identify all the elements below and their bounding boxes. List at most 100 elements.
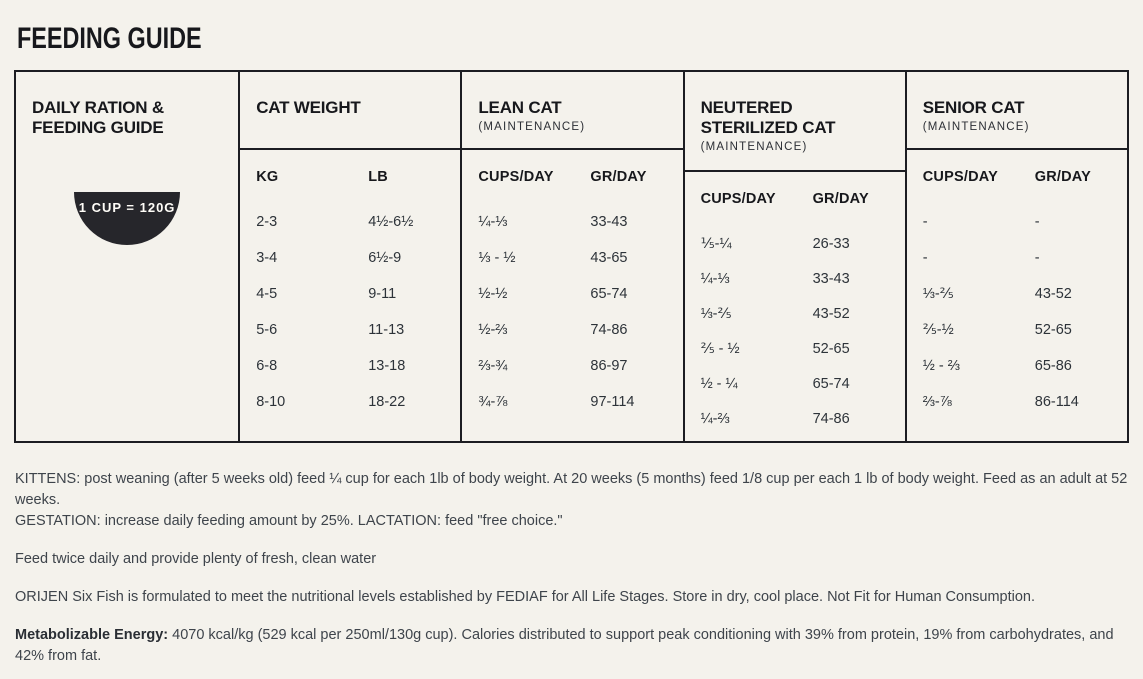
table-row: 8-10 18-22 <box>240 384 460 420</box>
lb-value: 4½-6½ <box>368 214 414 230</box>
lean-cat-title: LEAN CAT <box>478 98 562 117</box>
cups-value: ½ - ⅔ <box>922 358 960 374</box>
kg-value: 2-3 <box>256 214 278 230</box>
table-row: ½-½ 65-74 <box>462 276 682 312</box>
kg-header: KG <box>256 169 279 185</box>
column-daily-ration: DAILY RATION & FEEDING GUIDE 1 CUP = 120… <box>16 72 238 441</box>
kg-value: 6-8 <box>256 358 278 374</box>
gr-value: 74-86 <box>812 410 850 427</box>
column-cat-weight: CAT WEIGHT KG LB 2-3 4½-6½ 3-4 6½-9 4-5 9-1… <box>238 72 461 441</box>
cups-value: ⅖-½ <box>922 322 954 338</box>
gr-value: - <box>1034 250 1040 266</box>
cups-value: ½-½ <box>478 286 508 302</box>
cups-value: ¼-⅔ <box>700 410 730 427</box>
gr-value: 86-97 <box>590 358 628 374</box>
table-row: ⅖-½ 52-65 <box>907 312 1127 348</box>
cups-value: ⅖ - ½ <box>700 340 740 357</box>
cat-weight-header: CAT WEIGHT <box>240 72 461 150</box>
gr-value: 43-52 <box>1034 286 1072 302</box>
table-row: 3-4 6½-9 <box>240 240 460 276</box>
feeding-note: Feed twice daily and provide plenty of f… <box>15 551 377 568</box>
lb-value: 13-18 <box>368 358 406 374</box>
neutered-cat-title: NEUTERED STERILIZED CAT <box>700 98 836 138</box>
cups-value: - <box>922 250 928 266</box>
fediaf-note: ORIJEN Six Fish is formulated to meet th… <box>15 589 1035 606</box>
cups-per-day-header: CUPS/DAY <box>700 191 776 207</box>
gr-value: 65-86 <box>1034 358 1072 374</box>
gr-value: 74-86 <box>590 322 628 338</box>
table-row: -- <box>907 240 1127 276</box>
table-row: ⅓ - ½ 43-65 <box>462 240 682 276</box>
gr-per-day-header: GR/DAY <box>1034 169 1092 185</box>
table-row: 4-5 9-11 <box>240 276 460 312</box>
cat-weight-rows: 2-3 4½-6½ 3-4 6½-9 4-5 9-11 5-6 11-13 6-8 13-… <box>240 204 460 420</box>
energy-text: 4070 kcal/kg (529 kcal per 250ml/130g cu… <box>15 627 1114 665</box>
senior-cat-title: SENIOR CAT <box>922 98 1025 117</box>
gr-value: 97-114 <box>590 394 635 410</box>
lean-cat-subheaders: CUPS/DAY GR/DAY <box>462 150 682 204</box>
table-row: ⅔-⅞ 86-114 <box>907 384 1127 420</box>
table-row: ¼-⅓ 33-43 <box>462 204 682 240</box>
gr-value: 33-43 <box>812 270 850 287</box>
cups-value: ⅕-¼ <box>700 235 732 252</box>
cups-per-day-header: CUPS/DAY <box>478 169 554 185</box>
lb-header: LB <box>368 169 388 185</box>
senior-cat-header: SENIOR CAT (MAINTENANCE) <box>906 72 1127 150</box>
lb-value: 18-22 <box>368 394 406 410</box>
table-row: ⅕-¼ 26-33 <box>685 226 905 261</box>
lb-value: 11-13 <box>368 322 405 338</box>
table-row: ⅓-⅖ 43-52 <box>685 296 905 331</box>
column-lean-cat: LEAN CAT (MAINTENANCE) CUPS/DAY GR/DAY ¼… <box>460 72 683 441</box>
neutered-cat-subheaders: CUPS/DAY GR/DAY <box>685 172 905 226</box>
column-neutered-cat: NEUTERED STERILIZED CAT (MAINTENANCE) CU… <box>682 72 905 441</box>
page-title: FEEDING GUIDE <box>17 22 202 55</box>
cups-value: ⅔-⅞ <box>922 394 952 410</box>
table-row: ⅔-¾ 86-97 <box>462 348 682 384</box>
energy-note: Metabolizable Energy: 4070 kcal/kg (529 … <box>15 625 1133 667</box>
gestation-note: GESTATION: increase daily feeding amount… <box>15 513 563 530</box>
cups-value: ¼-⅓ <box>700 270 730 287</box>
gr-value: 52-65 <box>812 340 850 357</box>
lb-value: 9-11 <box>368 286 397 302</box>
cups-value: ⅓-⅖ <box>922 286 954 302</box>
kittens-gestation-note: KITTENS: post weaning (after 5 weeks old… <box>15 469 1133 532</box>
senior-cat-subtitle: (MAINTENANCE) <box>922 121 1030 134</box>
cups-value: ½ - ¼ <box>700 375 738 392</box>
gr-value: 86-114 <box>1034 394 1079 410</box>
lean-cat-header: LEAN CAT (MAINTENANCE) <box>462 72 683 150</box>
gr-per-day-header: GR/DAY <box>812 191 869 207</box>
cups-value: ¾-⅞ <box>478 394 508 410</box>
neutered-cat-rows: ⅕-¼ 26-33 ¼-⅓ 33-43 ⅓-⅖ 43-52 ⅖ - ½ 52-65 ½ … <box>685 226 905 436</box>
cups-value: ⅓ - ½ <box>478 250 516 266</box>
senior-cat-rows: -- -- ⅓-⅖ 43-52 ⅖-½ 52-65 ½ - ⅔ 65-86 ⅔-⅞ 86… <box>907 204 1127 420</box>
cups-value: ½-⅔ <box>478 322 508 338</box>
table-row: ¼-⅔ 74-86 <box>685 401 905 436</box>
gr-value: 43-65 <box>590 250 628 266</box>
table-row: 6-8 13-18 <box>240 348 460 384</box>
feeding-guide-table: DAILY RATION & FEEDING GUIDE 1 CUP = 120… <box>14 70 1129 443</box>
energy-label: Metabolizable Energy: <box>15 627 169 644</box>
lean-cat-rows: ¼-⅓ 33-43 ⅓ - ½ 43-65 ½-½ 65-74 ½-⅔ 74-86 ⅔-… <box>462 204 682 420</box>
table-row: ½ - ⅔ 65-86 <box>907 348 1127 384</box>
kg-value: 8-10 <box>256 394 286 410</box>
cat-weight-title: CAT WEIGHT <box>256 98 361 117</box>
table-row: ¾-⅞ 97-114 <box>462 384 682 420</box>
gr-per-day-header: GR/DAY <box>590 169 647 185</box>
cups-value: ¼-⅓ <box>478 214 508 230</box>
daily-ration-title: DAILY RATION & FEEDING GUIDE <box>32 98 164 138</box>
table-row: -- <box>907 204 1127 240</box>
cups-per-day-header: CUPS/DAY <box>922 169 998 185</box>
cup-measure-badge: 1 CUP = 120G <box>74 192 181 246</box>
cups-value: ⅔-¾ <box>478 358 508 374</box>
footnotes: KITTENS: post weaning (after 5 weeks old… <box>15 469 1133 679</box>
table-row: ⅖ - ½ 52-65 <box>685 331 905 366</box>
kg-value: 3-4 <box>256 250 278 266</box>
lb-value: 6½-9 <box>368 250 402 266</box>
gr-value: 43-52 <box>812 305 850 322</box>
table-row: ½ - ¼ 65-74 <box>685 366 905 401</box>
kg-value: 5-6 <box>256 322 278 338</box>
gr-value: 26-33 <box>812 235 850 252</box>
cat-weight-subheaders: KG LB <box>240 150 460 204</box>
cup-measure-label: 1 CUP = 120G <box>78 200 176 216</box>
neutered-cat-header: NEUTERED STERILIZED CAT (MAINTENANCE) <box>684 72 905 172</box>
